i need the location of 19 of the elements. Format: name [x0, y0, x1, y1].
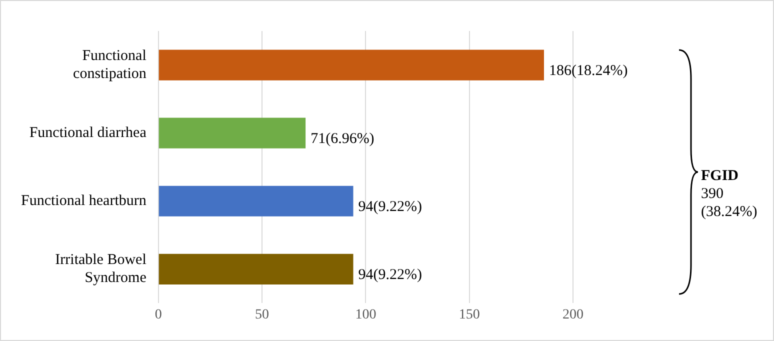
- x-tick-label: 200: [562, 307, 584, 322]
- x-tick-label: 150: [458, 307, 480, 322]
- data-label: 94(9.22%): [358, 267, 422, 284]
- text: 390 (38.24%): [701, 186, 758, 220]
- y-tick-label: Functional diarrhea: [29, 125, 147, 142]
- bar: [158, 50, 544, 80]
- x-tick-label: 0: [154, 307, 162, 322]
- y-tick-label: Irritable Bowel Syndrome: [55, 252, 147, 286]
- data-label: 94(9.22%): [358, 199, 422, 216]
- y-tick-label: Functional constipation: [73, 48, 147, 82]
- bar: [158, 118, 306, 148]
- bar: [158, 254, 354, 284]
- y-tick-label: Functional heartburn: [20, 193, 147, 210]
- text: FGID: [701, 167, 740, 185]
- data-label: 186(18.24%): [548, 62, 628, 79]
- x-tick-label: 50: [255, 307, 270, 322]
- bar: [158, 186, 354, 216]
- x-tick-label: 100: [355, 307, 376, 322]
- data-label: 71(6.96%): [310, 131, 374, 148]
